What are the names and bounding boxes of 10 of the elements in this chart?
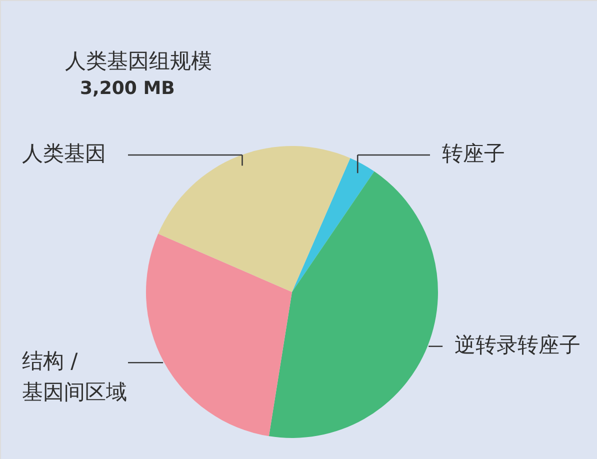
slice-label: 人类基因 [22,142,106,166]
chart-title: 人类基因组规模 [65,49,212,73]
pie-slice [146,234,292,436]
pie-slice [268,171,438,438]
chart-subtitle: 3,200 MB [80,78,175,99]
slice-label: 结构 / 基因间区域 [22,349,127,404]
slice-label: 逆转录转座子 [454,332,581,357]
pie-slice [292,158,374,292]
pie-slice [158,146,350,292]
slice-label: 转座子 [442,142,505,166]
